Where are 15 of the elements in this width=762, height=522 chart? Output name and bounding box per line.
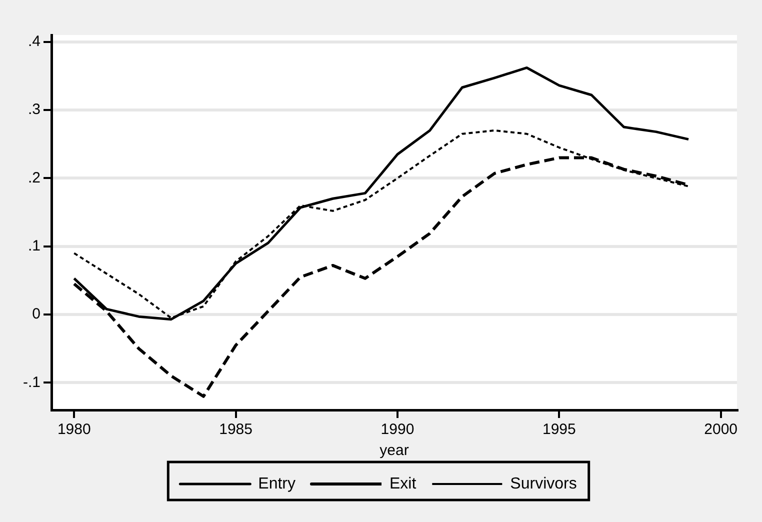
y-tick-label: 0	[32, 306, 41, 323]
y-tick-label: .4	[28, 32, 41, 50]
x-tick-label: 1990	[380, 421, 414, 438]
x-tick-label: 1985	[219, 421, 252, 438]
y-tick-label: .1	[28, 238, 41, 255]
legend-label: Exit	[389, 475, 417, 492]
y-tick-label: .2	[28, 169, 41, 186]
x-tick-label: 1995	[542, 421, 576, 438]
x-tick-label: 2000	[704, 421, 738, 438]
x-tick-label: 1980	[57, 421, 91, 438]
y-tick-label: -.1	[22, 374, 41, 391]
x-axis-title: year	[380, 442, 409, 460]
legend-label: Survivors	[510, 475, 577, 492]
y-tick-label: .3	[28, 101, 41, 118]
legend-label: Entry	[258, 475, 296, 492]
